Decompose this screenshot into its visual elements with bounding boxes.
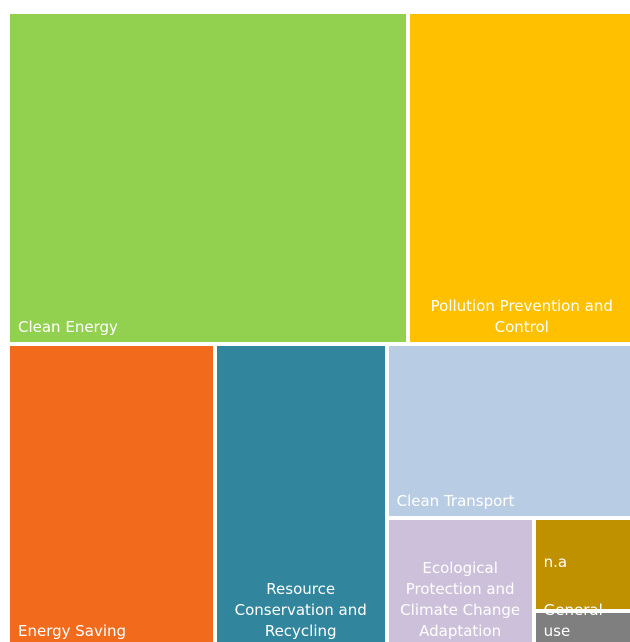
- treemap-cell: Ecological Protection and Climate Change…: [388, 519, 532, 642]
- treemap-cell: n.a: [535, 519, 630, 609]
- cell-label: Clean Energy: [18, 318, 118, 337]
- treemap-cell: Pollution Prevention and Control: [409, 14, 630, 343]
- treemap-cell: Energy Saving: [10, 346, 213, 642]
- cell-label: Pollution Prevention and Control: [430, 297, 613, 337]
- cell-label: Energy Saving: [18, 621, 127, 640]
- cell-label: General use: [543, 600, 603, 640]
- cell-label: Clean Transport: [396, 491, 515, 510]
- cell-label: n.a: [543, 552, 568, 571]
- treemap-cell: Clean Energy: [10, 14, 406, 343]
- cell-label: Resource Conservation and Recycling: [234, 579, 367, 640]
- treemap-cell: Resource Conservation and Recycling: [216, 346, 385, 642]
- treemap-cell: Clean Transport: [388, 346, 630, 516]
- treemap-cell: General use: [535, 601, 630, 642]
- cell-label: Ecological Protection and Climate Change…: [400, 558, 521, 640]
